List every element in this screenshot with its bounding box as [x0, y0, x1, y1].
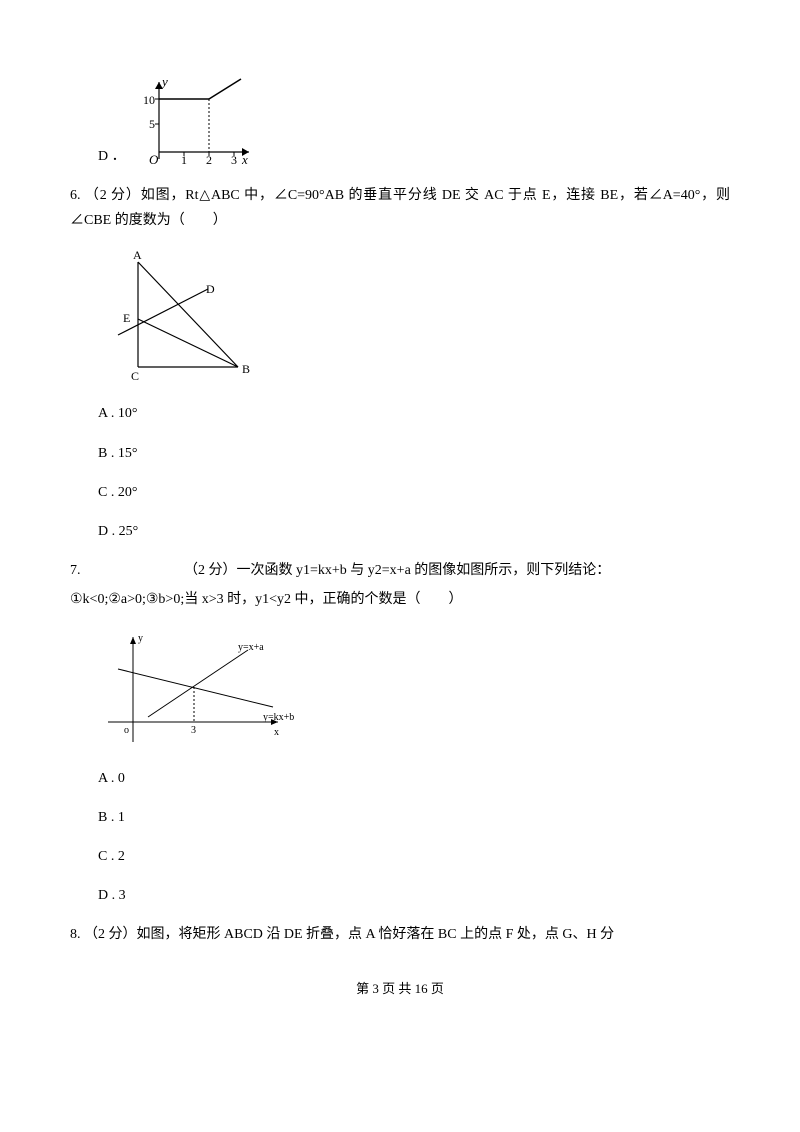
q7-o-label: o [124, 725, 129, 736]
q7-number: 7. [70, 563, 81, 578]
q7-text-1: 7. （2 分）一次函数 y1=kx+b 与 y2=x+a 的图像如图所示，则下… [70, 558, 730, 583]
q7-l1-label: y=x+a [238, 642, 264, 653]
q6-option-d: D . 25° [98, 519, 730, 544]
q5-x-1: 1 [181, 153, 187, 167]
q6-text: 6. （2 分）如图，Rt△ABC 中，∠C=90°AB 的垂直平分线 DE 交… [70, 183, 730, 233]
q5-y-10: 10 [143, 93, 155, 107]
q7-figure: y o 3 x y=x+a y=kx+b [98, 627, 730, 752]
q5-origin: O [149, 152, 159, 167]
q7-tick-3: 3 [191, 725, 196, 736]
q6-option-a: A . 10° [98, 401, 730, 426]
q6-label-C: C [131, 369, 139, 383]
q5-x-axis-label: x [241, 152, 248, 167]
q7-text-2: ①k<0;②a>0;③b>0;当 x>3 时，y1<y2 中，正确的个数是（ ） [70, 587, 730, 612]
q5-d-label: D ． [98, 149, 126, 164]
q6-option-c: C . 20° [98, 480, 730, 505]
q6-label-B: B [242, 362, 250, 376]
q5-x-2: 2 [206, 153, 212, 167]
q7-option-b: B . 1 [98, 805, 730, 830]
q7-option-a: A . 0 [98, 766, 730, 791]
q6-label-E: E [123, 311, 130, 325]
q6-label-A: A [133, 248, 142, 262]
q6-label-D: D [206, 282, 215, 296]
q7-x-label: x [274, 727, 279, 738]
q6-option-b: B . 15° [98, 441, 730, 466]
q7-l2-label: y=kx+b [263, 712, 294, 723]
q5-y-axis-label: y [160, 74, 168, 89]
q5-x-3: 3 [231, 153, 237, 167]
q7-option-c: C . 2 [98, 844, 730, 869]
q5-d-figure: y 10 5 O 1 2 3 x [139, 74, 259, 169]
q6-figure: A D E C B [98, 247, 730, 387]
q8-text: 8. （2 分）如图，将矩形 ABCD 沿 DE 折叠，点 A 恰好落在 BC … [70, 922, 730, 947]
q7-line1-content: （2 分）一次函数 y1=kx+b 与 y2=x+a 的图像如图所示，则下列结论… [84, 563, 610, 578]
q7-y-label: y [138, 633, 143, 644]
q5-option-d: D ． y 10 5 O 1 2 3 [98, 74, 730, 169]
q7-option-d: D . 3 [98, 883, 730, 908]
q5-y-5: 5 [149, 117, 155, 131]
page-footer: 第 3 页 共 16 页 [70, 977, 730, 1000]
